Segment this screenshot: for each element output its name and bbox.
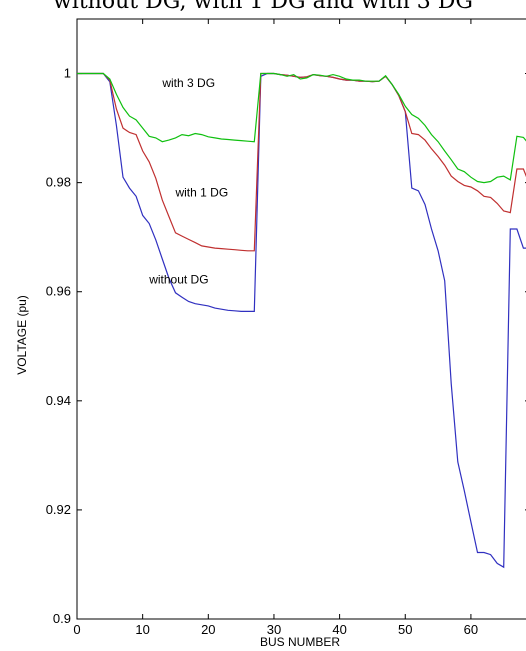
x-tick-label: 0 (73, 622, 80, 637)
series-annotation: with 3 DG (161, 76, 215, 90)
with-1-dg-line (77, 72, 526, 252)
series-lines (77, 72, 526, 569)
y-tick-label: 0.9 (53, 611, 71, 626)
y-tick-label: 1 (64, 66, 71, 81)
x-tick-label: 10 (135, 622, 149, 637)
without-dg-line (77, 72, 526, 569)
y-tick-label: 0.94 (46, 393, 71, 408)
with-3-dg-line (77, 72, 526, 184)
plot-area-frame (76, 18, 526, 620)
x-tick-label: 30 (267, 622, 281, 637)
y-tick-label: 0.98 (46, 175, 71, 190)
top-cropped-text: without DG, with 1 DG and with 3 DG (53, 0, 473, 14)
axis-ticks: 0 10 20 30 40 50 60 0.9 0.92 0.94 0.96 0.98 1 (46, 19, 526, 637)
x-tick-label: 60 (464, 622, 478, 637)
series-annotation: without DG (148, 273, 208, 287)
x-tick-label: 50 (398, 622, 412, 637)
y-axis-label: VOLTAGE (pu) (15, 295, 29, 375)
x-tick-label: 40 (332, 622, 346, 637)
x-axis-label: BUS NUMBER (260, 635, 340, 649)
series-annotation: with 1 DG (174, 185, 228, 199)
x-tick-label: 20 (201, 622, 215, 637)
series-annotations: with 3 DG with 1 DG without DG (148, 76, 228, 286)
y-tick-label: 0.96 (46, 284, 71, 299)
y-tick-label: 0.92 (46, 502, 71, 517)
